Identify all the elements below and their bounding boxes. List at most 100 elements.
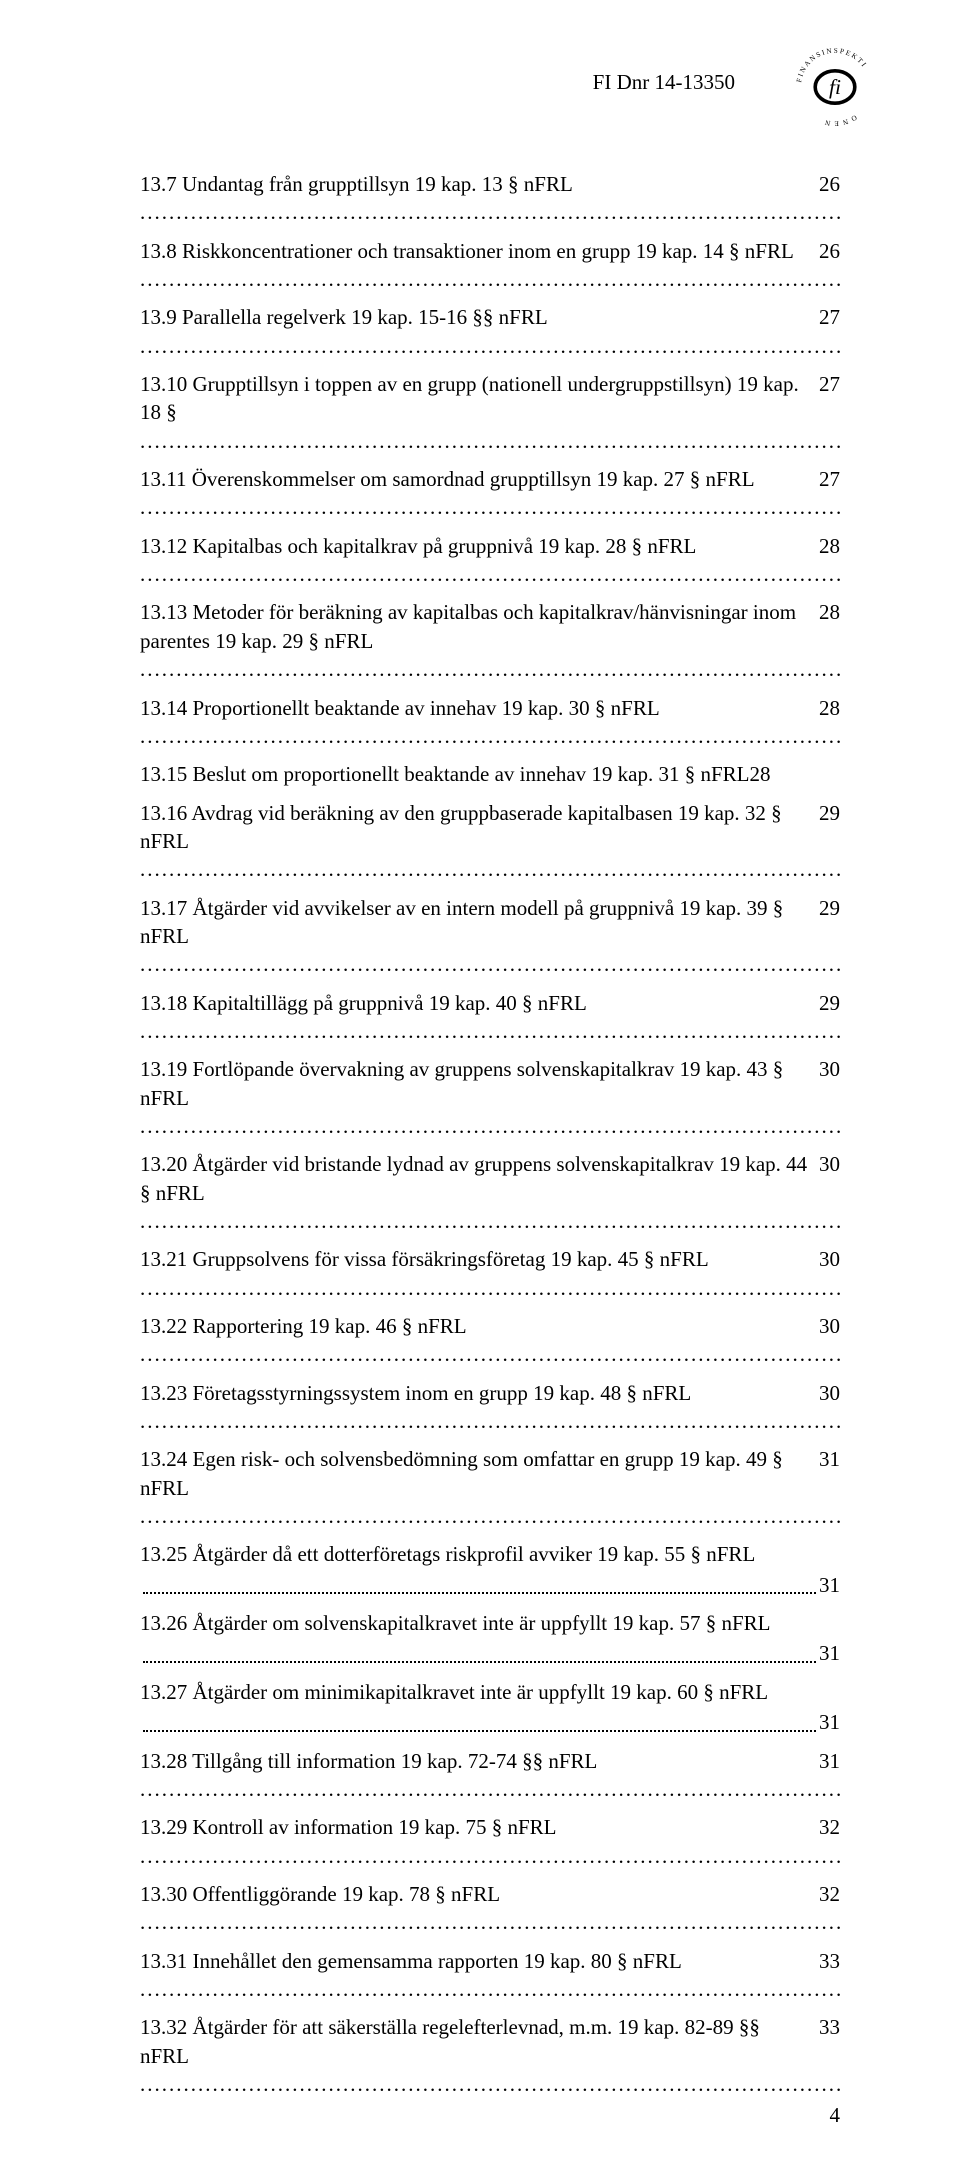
toc-title: 13.16 Avdrag vid beräkning av den gruppb… <box>140 801 782 853</box>
toc-page-number: 31 <box>819 1639 840 1667</box>
toc-leader-dots: ........................................… <box>140 1209 840 1233</box>
toc-entry: 29 13.18 Kapitaltillägg på gruppnivå 19 k… <box>140 989 840 1046</box>
toc-page-number: 31 <box>819 1571 840 1599</box>
toc-entry: 33 13.32 Åtgärder för att säkerställa reg… <box>140 2013 840 2098</box>
toc-leader-dots: ........................................… <box>140 334 840 358</box>
toc-entry: 28 13.14 Proportionellt beaktande av inne… <box>140 694 840 751</box>
toc-leader-dots: ........................................… <box>140 1504 840 1528</box>
toc-entry: 3113.28 Tillgång till information 19 kap… <box>140 1747 840 1804</box>
toc-title: 13.29 Kontroll av information 19 kap. 75… <box>140 1815 558 1839</box>
toc-title: 13.27 Åtgärder om minimikapitalkravet in… <box>140 1678 840 1706</box>
toc-leader-dots <box>143 1592 816 1594</box>
toc-page-number: 27 <box>815 465 840 493</box>
toc-leader-dots: ........................................… <box>140 200 840 224</box>
toc-entry: 31 <box>140 1639 840 1667</box>
toc-entry: 30 13.22 Rapportering 19 kap. 46 § nFRL .… <box>140 1312 840 1369</box>
toc-entry: 31 13.24 Egen risk- och solvensbedömning … <box>140 1445 840 1530</box>
toc-entry: 13.15 Beslut om proportionellt beaktande… <box>140 760 840 788</box>
toc-title: 13.11 Överenskommelser om samordnad grup… <box>140 467 757 491</box>
toc-entry: 2713.10 Grupptillsyn i toppen av en grup… <box>140 370 840 455</box>
page-number: 4 <box>830 2103 841 2128</box>
toc-leader-dots: ........................................… <box>140 952 840 976</box>
toc-page-number: 33 <box>815 2013 840 2041</box>
toc-title: 13.20 Åtgärder vid bristande lydnad av g… <box>140 1152 807 1204</box>
toc-page-number: 30 <box>815 1379 840 1407</box>
toc-page-number: 28 <box>815 598 840 626</box>
toc-title: 13.26 Åtgärder om solvenskapitalkravet i… <box>140 1609 840 1637</box>
toc-entry: 26 13.8 Riskkoncentrationer och transakti… <box>140 237 840 294</box>
toc-entry: 33 13.31 Innehållet den gemensamma rappor… <box>140 1947 840 2004</box>
toc-title: 13.10 Grupptillsyn i toppen av en grupp … <box>140 372 799 424</box>
toc-leader-dots: ........................................… <box>140 724 840 748</box>
toc-title: 13.18 Kapitaltillägg på gruppnivå 19 kap… <box>140 991 589 1015</box>
toc-entry: 3013.21 Gruppsolvens för vissa försäkrin… <box>140 1245 840 1302</box>
toc-title: 13.7 Undantag från grupptillsyn 19 kap. … <box>140 172 575 196</box>
document-page: FI Dnr 14-13350 FINANSINSPEKTI ONEN fi 2… <box>0 0 960 2168</box>
toc-page-number: 32 <box>815 1813 840 1841</box>
toc-page-number: 27 <box>815 303 840 331</box>
toc-page-number: 26 <box>815 170 840 198</box>
toc-title: 13.22 Rapportering 19 kap. 46 § nFRL <box>140 1314 469 1338</box>
toc-page-number: 30 <box>815 1150 840 1178</box>
toc-page-number: 33 <box>815 1947 840 1975</box>
toc-leader-dots: ........................................… <box>140 657 840 681</box>
toc-leader-dots: ........................................… <box>140 429 840 453</box>
toc-page-number: 30 <box>815 1312 840 1340</box>
toc-title: 13.32 Åtgärder för att säkerställa regel… <box>140 2015 760 2067</box>
toc-leader-dots: ........................................… <box>140 1844 840 1868</box>
toc-page-number: 28 <box>815 532 840 560</box>
toc-entry: 27 13.9 Parallella regelverk 19 kap. 15-1… <box>140 303 840 360</box>
toc-leader-dots: ........................................… <box>140 2072 840 2096</box>
toc-entry: 30 13.23 Företagsstyrningssystem inom en … <box>140 1379 840 1436</box>
toc-entry: 2813.12 Kapitalbas och kapitalkrav på gr… <box>140 532 840 589</box>
toc-entry: 32 13.29 Kontroll av information 19 kap. … <box>140 1813 840 1870</box>
toc-entry: 29 13.17 Åtgärder vid avvikelser av en in… <box>140 894 840 979</box>
toc-entry: 28 13.13 Metoder för beräkning av kapital… <box>140 598 840 683</box>
toc-title: 13.19 Fortlöpande övervakning av gruppen… <box>140 1057 783 1109</box>
toc-page-number: 30 <box>815 1055 840 1083</box>
toc-title: 13.14 Proportionellt beaktande av inneha… <box>140 696 662 720</box>
toc-leader-dots: ........................................… <box>140 1910 840 1934</box>
toc-title: 13.25 Åtgärder då ett dotterföretags ris… <box>140 1540 840 1568</box>
toc-entry: 30 13.19 Fortlöpande övervakning av grupp… <box>140 1055 840 1140</box>
toc-leader-dots: ........................................… <box>140 495 840 519</box>
toc-leader-dots <box>143 1661 816 1663</box>
toc-leader-dots: ........................................… <box>140 1342 840 1366</box>
toc-page-number: 28 <box>815 694 840 722</box>
finansinspektionen-logo: FINANSINSPEKTI ONEN fi <box>790 42 880 132</box>
toc-page-number: 32 <box>815 1880 840 1908</box>
toc-entry: 31 <box>140 1708 840 1736</box>
toc-page-number: 29 <box>815 799 840 827</box>
toc-page-number: 29 <box>815 989 840 1017</box>
toc-page-number: 29 <box>815 894 840 922</box>
toc-entry: 27 13.11 Överenskommelser om samordnad gr… <box>140 465 840 522</box>
svg-text:ONEN: ONEN <box>821 113 858 127</box>
toc-title: 13.24 Egen risk- och solvensbedömning so… <box>140 1447 783 1499</box>
toc-title: 13.30 Offentliggörande 19 kap. 78 § nFRL <box>140 1882 502 1906</box>
toc-leader-dots: ........................................… <box>140 1019 840 1043</box>
toc-leader-dots: ........................................… <box>140 267 840 291</box>
logo-glyph: fi <box>829 75 841 99</box>
document-number: FI Dnr 14-13350 <box>593 70 735 95</box>
toc-leader-dots: ........................................… <box>140 562 840 586</box>
toc-leader-dots: ........................................… <box>140 857 840 881</box>
toc-leader-dots: ........................................… <box>140 1977 840 2001</box>
toc-page-number: 31 <box>815 1445 840 1473</box>
page-header: FI Dnr 14-13350 FINANSINSPEKTI ONEN fi <box>140 70 840 150</box>
toc-title: 13.8 Riskkoncentrationer och transaktion… <box>140 239 796 263</box>
toc-title: 13.28 Tillgång till information 19 kap. … <box>140 1749 599 1773</box>
table-of-contents: 26 13.7 Undantag från grupptillsyn 19 kap… <box>140 170 840 2098</box>
toc-title: 13.13 Metoder för beräkning av kapitalba… <box>140 600 796 652</box>
toc-title: 13.9 Parallella regelverk 19 kap. 15-16 … <box>140 305 550 329</box>
toc-title: 13.31 Innehållet den gemensamma rapporte… <box>140 1949 684 1973</box>
toc-title: 13.21 Gruppsolvens för vissa försäkrings… <box>140 1247 711 1271</box>
toc-entry: 29 13.16 Avdrag vid beräkning av den grup… <box>140 799 840 884</box>
toc-leader-dots: ........................................… <box>140 1276 840 1300</box>
toc-leader-dots: ........................................… <box>140 1777 840 1801</box>
toc-title: 13.23 Företagsstyrningssystem inom en gr… <box>140 1381 693 1405</box>
toc-page-number: 26 <box>815 237 840 265</box>
toc-entry: 31 <box>140 1571 840 1599</box>
toc-entry: 26 13.7 Undantag från grupptillsyn 19 kap… <box>140 170 840 227</box>
toc-leader-dots: ........................................… <box>140 1114 840 1138</box>
toc-title: 13.17 Åtgärder vid avvikelser av en inte… <box>140 896 783 948</box>
